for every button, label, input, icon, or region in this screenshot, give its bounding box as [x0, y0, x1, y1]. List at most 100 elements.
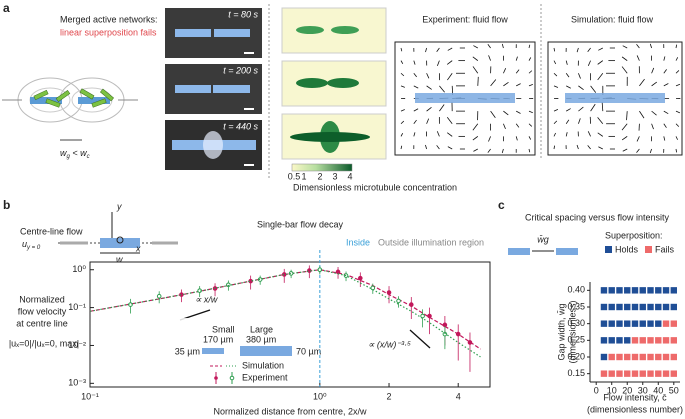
lt: < — [70, 148, 80, 158]
colorbar-tick: 3 — [332, 171, 337, 181]
flow-arrow — [598, 146, 603, 150]
flow-arrow — [400, 85, 405, 88]
flow-arrow — [622, 45, 628, 49]
gap-schematic — [508, 248, 578, 255]
flow-arrow — [472, 56, 479, 61]
cell — [662, 287, 670, 294]
flow-arrow — [663, 56, 666, 61]
cell — [624, 353, 631, 361]
cell — [600, 303, 608, 311]
cell — [639, 353, 646, 361]
flow-arrow — [578, 85, 584, 91]
data-point — [442, 322, 448, 328]
cell — [624, 303, 631, 311]
legend-entry: Simulation — [242, 360, 284, 370]
legend-swatch — [645, 246, 652, 253]
cell — [662, 370, 670, 377]
flow-arrow — [501, 148, 504, 154]
y-tick-label: 0.30 — [567, 318, 585, 328]
panel-title: Experiment: fluid flow — [422, 14, 508, 24]
cell — [670, 353, 677, 361]
data-point — [226, 282, 231, 288]
centre-line-schematic — [58, 212, 178, 254]
cell — [631, 303, 639, 311]
x-tick-label: 30 — [638, 385, 648, 395]
flow-arrow — [447, 146, 453, 150]
y-formula: |uₓ=0|/|uₓ=0, max| — [9, 338, 79, 348]
legend-dim: 35 µm — [175, 346, 200, 356]
cell — [608, 337, 615, 344]
cell — [624, 337, 631, 344]
cell — [608, 303, 615, 311]
chart-title: Critical spacing versus flow intensity — [525, 212, 670, 222]
flow-arrow — [597, 73, 604, 81]
flow-arrow — [528, 148, 531, 153]
y-tick-label: 10⁻¹ — [68, 302, 86, 312]
panel-letter: a — [3, 1, 10, 15]
flow-arrow — [553, 60, 557, 65]
cell — [624, 370, 631, 377]
flow-arrow — [601, 102, 604, 112]
flow-arrow — [447, 47, 453, 51]
sub: c — [87, 154, 90, 160]
flow-arrow — [565, 132, 568, 137]
y-label: (dimensionless) — [567, 300, 577, 363]
flow-arrow — [675, 70, 680, 74]
cell — [624, 287, 631, 294]
cell — [608, 370, 615, 377]
cell — [670, 337, 677, 344]
y-label: Gap width, w̄g — [556, 303, 566, 360]
cell — [631, 287, 639, 294]
cell — [600, 287, 608, 294]
flow-arrow — [598, 47, 603, 51]
flow-arrow — [651, 81, 658, 87]
cell — [608, 320, 615, 327]
data-point — [396, 298, 401, 304]
flow-arrow — [400, 72, 405, 77]
flow-arrow — [413, 73, 417, 78]
y-tick-label: 10⁰ — [72, 264, 86, 274]
cell — [616, 320, 623, 327]
flow-arrow — [576, 144, 579, 150]
legend: Holds Fails — [605, 244, 675, 254]
flow-arrow — [488, 136, 491, 142]
flow-arrow — [515, 123, 520, 128]
plot-frame — [89, 261, 491, 388]
colorbar-tick: 2 — [317, 171, 322, 181]
flow-arrow — [413, 85, 419, 89]
cell — [639, 303, 646, 311]
flow-arrow — [553, 72, 558, 77]
simulation-curve — [89, 269, 481, 358]
flow-arrow — [516, 83, 521, 87]
flow-arrow — [515, 69, 520, 74]
schematic — [2, 77, 138, 141]
flow-arrow — [528, 70, 533, 74]
cell — [647, 337, 654, 344]
flow-arrow — [649, 43, 652, 49]
flow-arrow — [490, 79, 497, 87]
legend-large: Large — [250, 324, 273, 334]
legend-dim: 380 µm — [246, 334, 276, 344]
y-tick-label: 0.40 — [567, 285, 585, 295]
flow-arrow — [503, 81, 509, 87]
cell — [655, 353, 662, 361]
cell — [639, 320, 646, 327]
y-label: flow velocity — [18, 306, 67, 316]
cell — [655, 320, 662, 327]
y-tick-label: 10⁻³ — [68, 378, 86, 388]
flow-arrow — [503, 110, 509, 116]
y-tick-label: 0.25 — [567, 335, 585, 345]
flow-arrow — [565, 60, 568, 65]
data-point — [156, 293, 162, 299]
y-label: Normalized — [19, 294, 65, 304]
flow-arrow — [413, 60, 416, 65]
flow-arrow — [597, 60, 604, 65]
legend-label: Fails — [655, 244, 675, 254]
flow-arrow — [426, 85, 432, 90]
flow-arrow — [636, 148, 640, 153]
flow-arrow — [436, 60, 440, 67]
flow-arrow — [515, 136, 518, 141]
flow-arrow — [636, 55, 640, 61]
cell — [662, 303, 670, 311]
flow-arrow — [413, 108, 419, 112]
